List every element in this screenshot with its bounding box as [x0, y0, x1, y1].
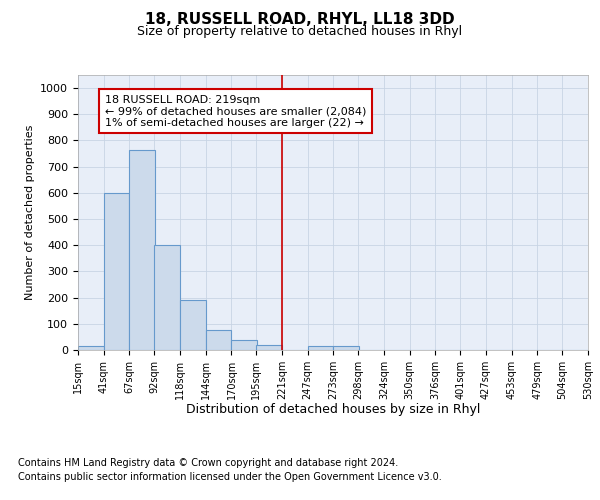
Y-axis label: Number of detached properties: Number of detached properties — [25, 125, 35, 300]
Text: Distribution of detached houses by size in Rhyl: Distribution of detached houses by size … — [186, 402, 480, 415]
Text: Contains HM Land Registry data © Crown copyright and database right 2024.: Contains HM Land Registry data © Crown c… — [18, 458, 398, 468]
Bar — [78, 346, 104, 350]
Text: 18 RUSSELL ROAD: 219sqm
← 99% of detached houses are smaller (2,084)
1% of semi-: 18 RUSSELL ROAD: 219sqm ← 99% of detache… — [105, 94, 366, 128]
Bar — [180, 300, 206, 350]
Bar — [206, 330, 232, 350]
Text: 18, RUSSELL ROAD, RHYL, LL18 3DD: 18, RUSSELL ROAD, RHYL, LL18 3DD — [145, 12, 455, 28]
Bar — [256, 345, 282, 350]
Bar — [308, 346, 334, 350]
Bar — [154, 245, 180, 350]
Bar — [232, 340, 257, 350]
Bar — [104, 193, 130, 350]
Text: Contains public sector information licensed under the Open Government Licence v3: Contains public sector information licen… — [18, 472, 442, 482]
Text: Size of property relative to detached houses in Rhyl: Size of property relative to detached ho… — [137, 25, 463, 38]
Bar — [334, 346, 359, 350]
Bar — [130, 150, 155, 350]
